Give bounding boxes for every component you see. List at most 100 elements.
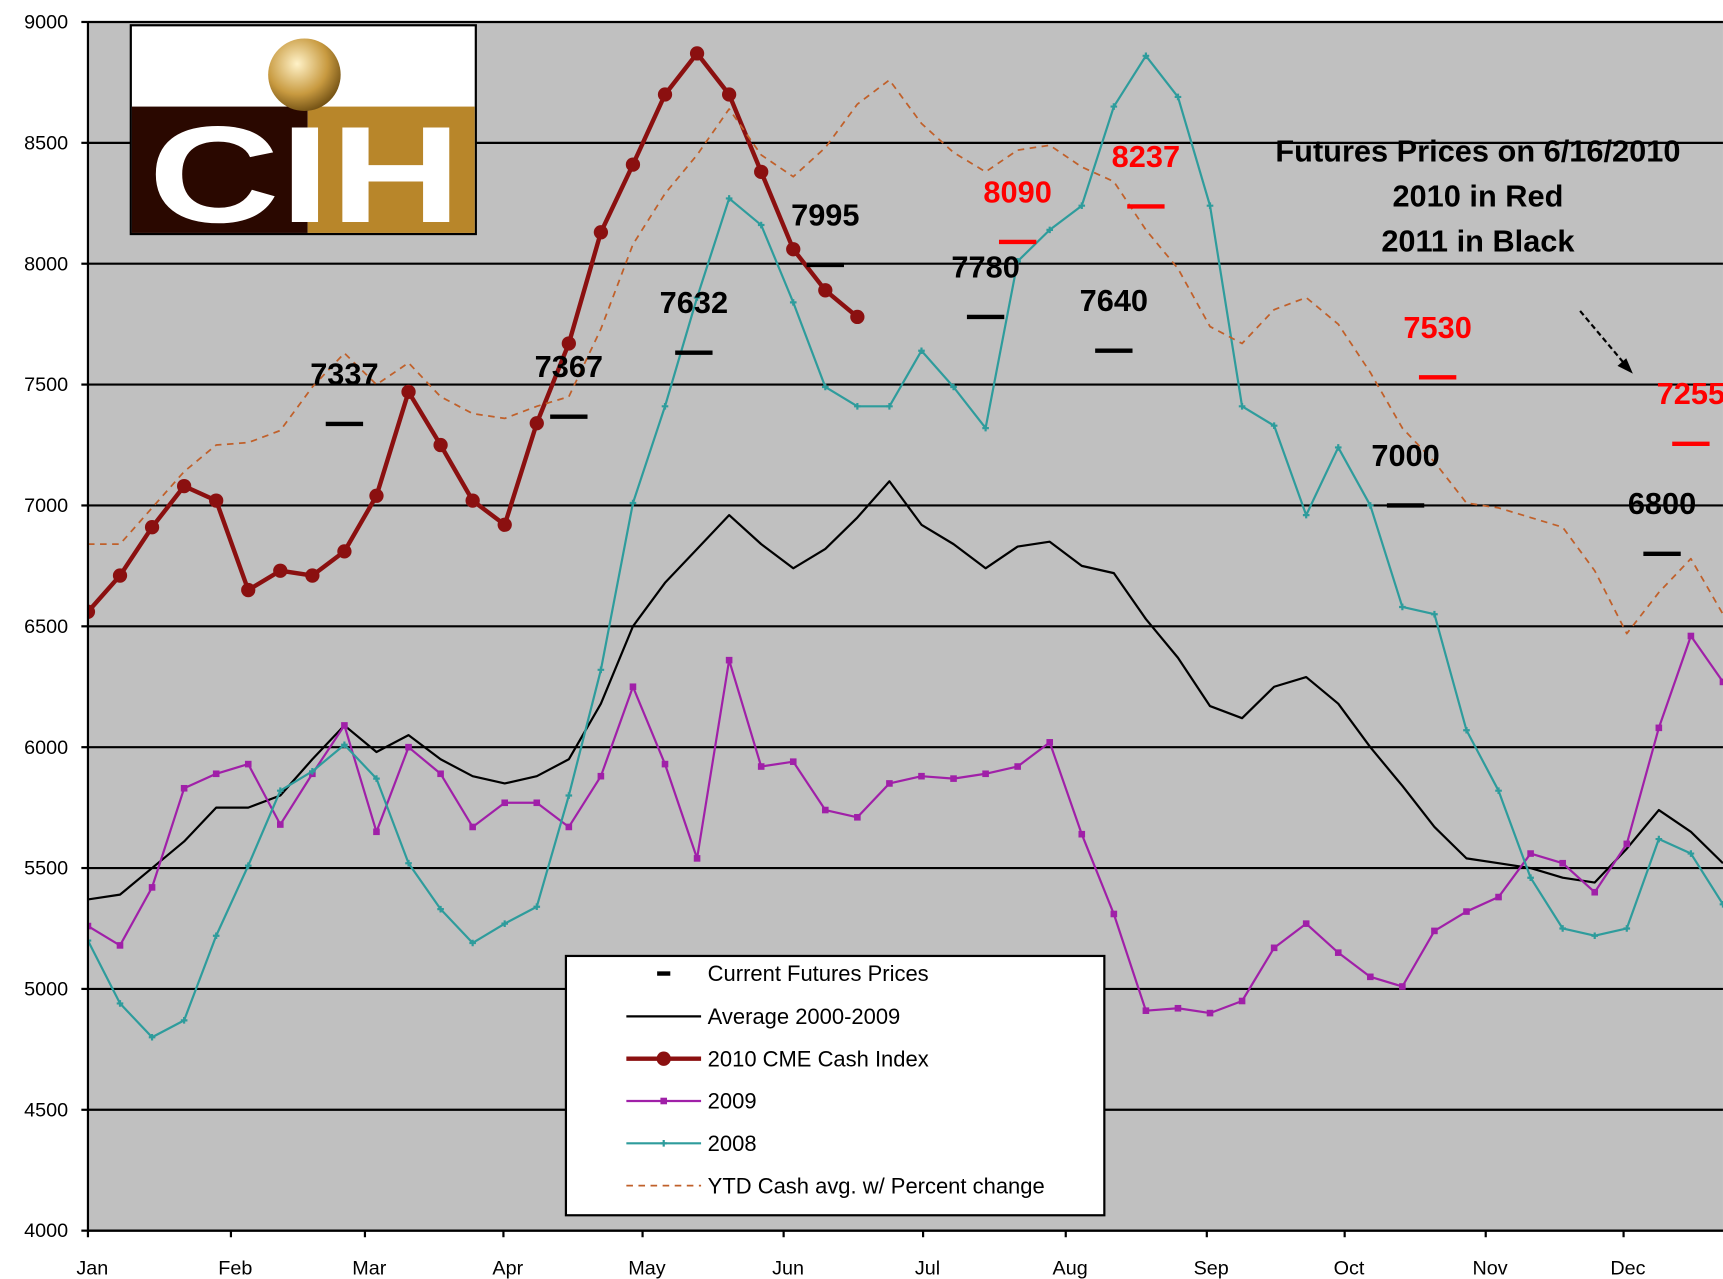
marker	[241, 582, 256, 598]
legend-marker	[656, 1051, 671, 1066]
marker	[1334, 949, 1342, 956]
x-tick-label: Feb	[218, 1258, 252, 1279]
marker	[1655, 724, 1663, 732]
marker	[1078, 830, 1086, 838]
marker	[1302, 920, 1310, 927]
marker	[144, 520, 160, 535]
marker	[87, 937, 92, 944]
annotation: 2011 in Black	[1381, 224, 1575, 259]
marker	[401, 384, 416, 399]
x-tick-label: Jan	[76, 1258, 108, 1279]
marker	[497, 517, 512, 532]
series	[87, 46, 1723, 1041]
x-tick-label: Dec	[1610, 1258, 1645, 1279]
logo-globe	[268, 38, 341, 111]
y-tick-label: 6000	[24, 737, 68, 759]
marker	[1719, 901, 1723, 908]
marker	[1110, 910, 1118, 918]
marker	[87, 922, 92, 930]
marker	[625, 157, 641, 172]
marker	[337, 544, 352, 559]
marker	[1463, 908, 1470, 915]
y-tick-label: 8000	[24, 253, 68, 275]
y-tick-label: 7500	[24, 374, 68, 396]
futures-label: 7255	[1657, 376, 1723, 411]
series-line	[87, 634, 1723, 1015]
futures-label: 7337	[310, 356, 378, 391]
marker	[629, 499, 637, 507]
annotation: 2010 in Red	[1392, 179, 1563, 214]
marker	[405, 859, 412, 867]
marker	[373, 775, 380, 782]
marker	[1431, 927, 1438, 935]
marker	[597, 666, 605, 674]
marker	[244, 760, 252, 768]
y-tick-label: 7000	[24, 495, 68, 517]
marker	[180, 1017, 188, 1024]
marker	[754, 164, 769, 179]
marker	[1399, 983, 1406, 990]
marker	[725, 195, 733, 202]
marker	[1655, 835, 1663, 843]
marker	[244, 862, 252, 869]
legend-box	[564, 954, 1106, 1217]
marker	[1238, 997, 1246, 1005]
marker	[1046, 226, 1054, 234]
marker	[789, 299, 797, 306]
marker	[1174, 93, 1182, 101]
marker	[1142, 52, 1150, 60]
logo-gold	[307, 106, 475, 233]
marker	[1591, 932, 1599, 940]
marker	[341, 741, 348, 749]
marker	[437, 770, 444, 778]
marker	[721, 87, 737, 102]
marker	[433, 437, 448, 453]
x-tick-label: Jul	[915, 1258, 940, 1279]
y-tick-label: 9000	[24, 12, 68, 34]
legend: Current Futures Prices Average 2000-2009 2…	[564, 954, 1106, 1217]
series-line	[87, 79, 1723, 635]
marker	[822, 806, 829, 814]
marker	[180, 784, 188, 792]
marker	[1174, 1004, 1182, 1012]
marker	[725, 656, 733, 664]
marker	[1206, 202, 1214, 209]
marker	[176, 478, 192, 494]
marker	[277, 821, 284, 828]
x-tick-label: Nov	[1473, 1258, 1508, 1279]
marker	[116, 1000, 124, 1007]
futures-label: 8237	[1112, 139, 1180, 174]
marker	[886, 403, 893, 410]
x-tick-label: Oct	[1334, 1258, 1365, 1279]
x-tick-label: Apr	[492, 1258, 523, 1279]
marker	[1334, 444, 1342, 451]
marker	[305, 568, 320, 583]
marker	[148, 1033, 156, 1041]
logo-dark	[131, 106, 308, 233]
marker	[1399, 603, 1406, 611]
marker	[1110, 103, 1118, 110]
series-line	[87, 54, 1723, 1039]
futures-label: 8090	[983, 174, 1051, 209]
marker	[1559, 859, 1566, 867]
legend-marker	[660, 1140, 668, 1147]
marker	[757, 221, 765, 229]
marker	[209, 493, 224, 508]
marker	[501, 920, 509, 927]
marker	[1270, 422, 1278, 429]
marker	[1623, 925, 1631, 932]
futures-label: 7632	[660, 285, 728, 320]
marker	[689, 46, 705, 61]
marker	[309, 768, 316, 775]
marker	[661, 760, 669, 768]
marker	[405, 743, 412, 751]
marker	[886, 780, 893, 787]
legend-label: 2010 CME Cash Index	[708, 1046, 929, 1071]
annotation: Futures Prices on 6/16/2010	[1275, 134, 1680, 169]
marker	[277, 787, 284, 794]
marker	[561, 336, 576, 351]
legend-label: 2008	[708, 1131, 757, 1156]
marker	[982, 770, 989, 778]
legend-label: YTD Cash avg. w/ Percent change	[708, 1173, 1045, 1198]
marker	[1495, 893, 1502, 901]
